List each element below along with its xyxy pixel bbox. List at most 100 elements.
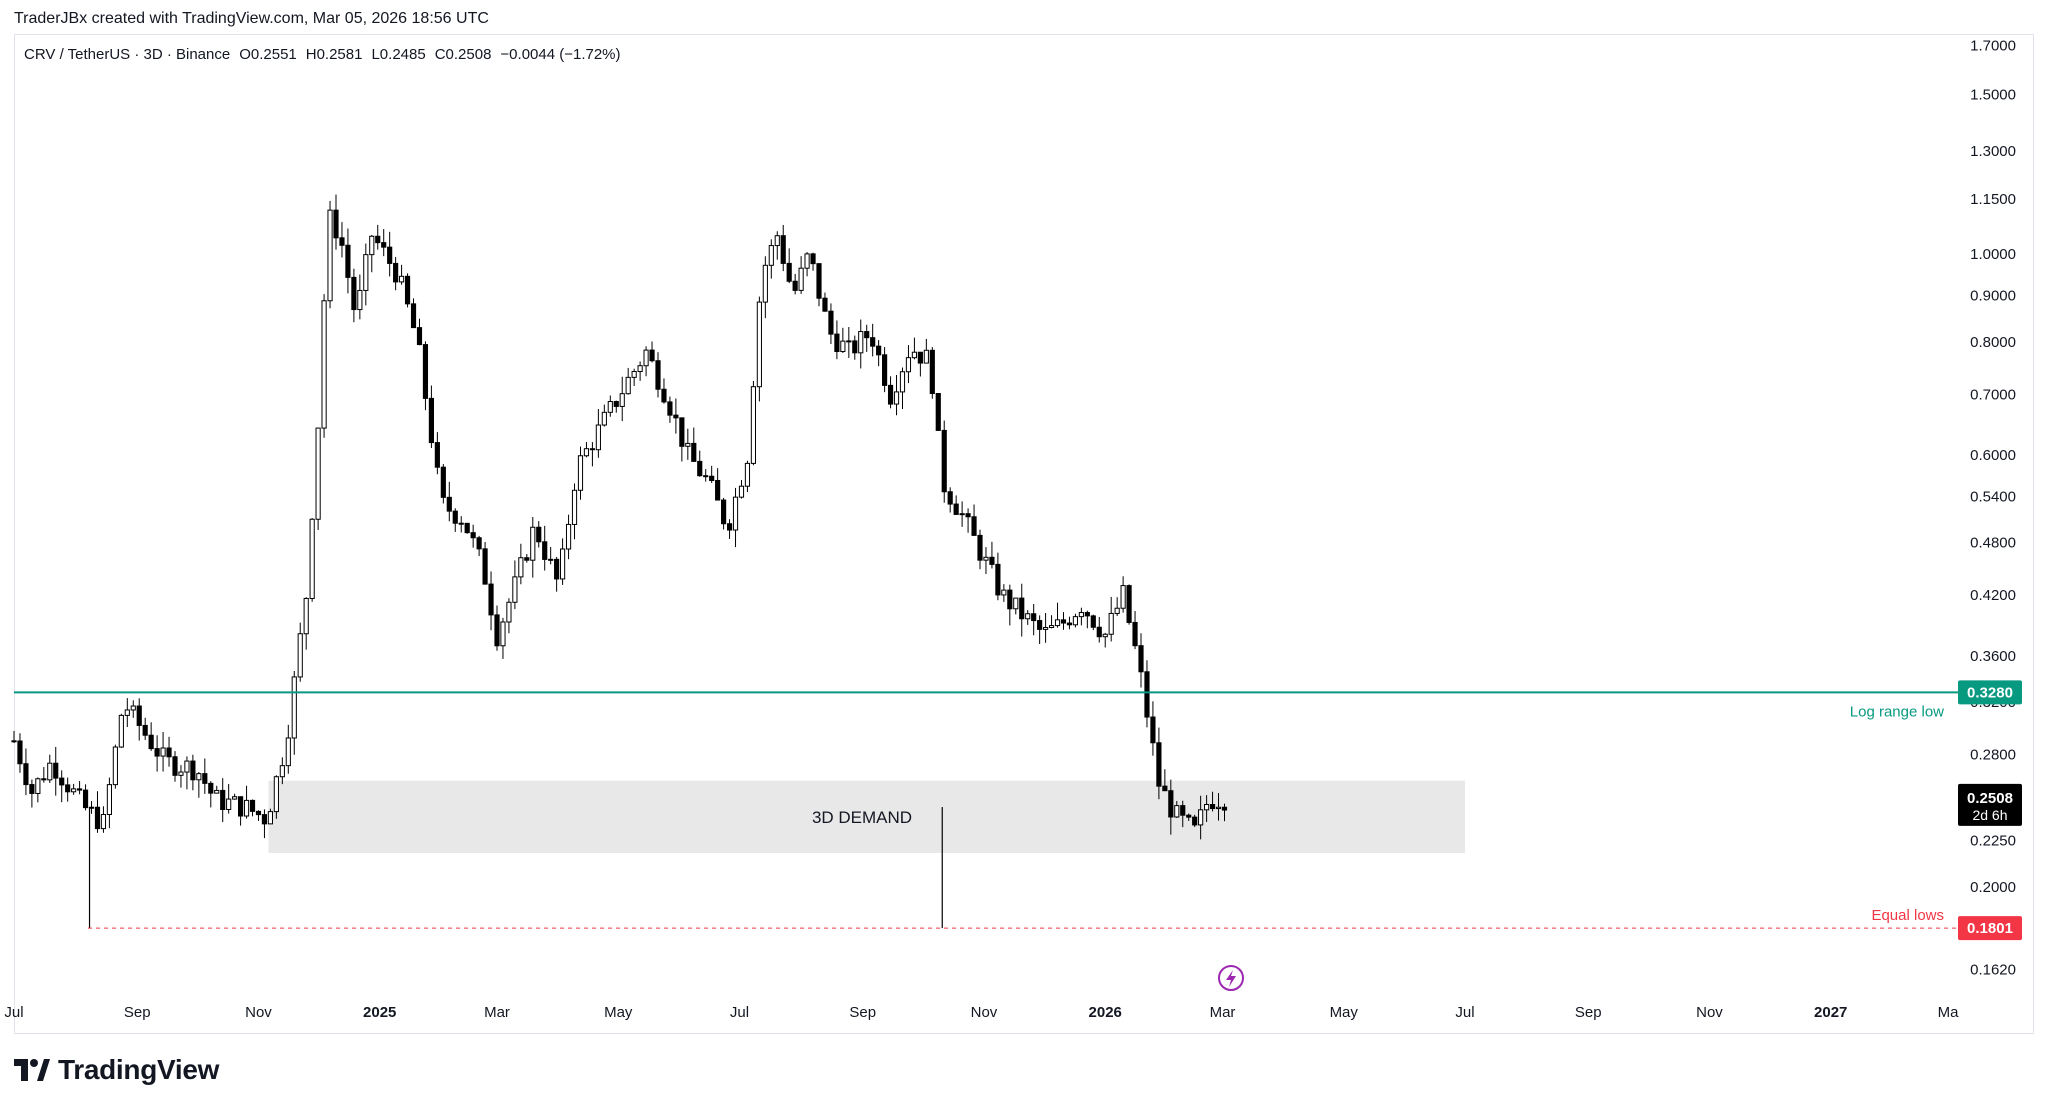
chart-frame[interactable] [14,34,2034,1034]
candle [148,722,154,751]
price-tick-label: 0.2800 [1970,747,2016,764]
candle [476,535,482,557]
candle [583,441,590,458]
candle [601,404,607,427]
candle [494,605,500,651]
candle [536,521,542,548]
candle [619,376,625,422]
price-tick-label: 1.7000 [1970,37,2016,54]
candle [1078,607,1084,626]
candle [220,778,226,823]
candle [1192,814,1198,828]
candle [548,547,554,565]
candle [1102,632,1108,648]
candle [1019,583,1025,637]
candle [792,273,798,295]
candle [703,469,709,482]
candle [118,713,124,748]
candle [732,487,739,548]
candle [482,542,488,585]
symbol-legend: CRV / TetherUS · 3D · Binance O0.2551 H0.2… [24,46,630,63]
candle [774,231,780,260]
demand-zone-layer: 3D DEMAND [268,780,1465,853]
price-axis[interactable]: 1.7000 1.5000 1.3000 1.1500 1.0000 0.9000 0.80… [1970,37,2016,978]
price-tick-label: 0.2250 [1970,833,2016,850]
candle [846,327,852,358]
candle [1048,615,1055,629]
time-tick-label: 2027 [1814,1004,1847,1021]
candle [786,248,792,284]
ohlc-change: −0.0044 (−1.72%) [500,46,621,63]
candle [637,361,643,381]
tradingview-logo[interactable]: TradingView [14,1054,219,1086]
candle [679,417,685,462]
time-tick-label: Nov [245,1004,272,1021]
candle [375,224,381,250]
candle [899,367,906,410]
candle [202,758,208,794]
candle [243,785,250,819]
candle [1174,800,1180,819]
candle [655,352,661,398]
candle [238,796,244,826]
candle [893,374,900,416]
candle [345,228,351,294]
symbol-title[interactable]: CRV / TetherUS · 3D · Binance [24,46,231,63]
ohlc-low: L0.2485 [371,46,426,63]
candle [929,347,935,399]
candle [1007,584,1013,626]
candle [214,785,220,794]
candle [822,292,828,312]
candle [196,772,202,798]
candle [500,617,506,659]
candle [780,224,786,272]
candle [29,779,35,808]
candle [53,746,59,796]
candle [65,777,71,802]
tradingview-logo-text: TradingView [58,1054,220,1085]
candle [947,487,953,513]
time-axis[interactable]: Jul Sep Nov 2025 Mar May Jul Sep Nov 2026 Mar May Ju… [4,1004,1959,1021]
candle [488,571,494,631]
candle [1066,616,1073,630]
candle [721,497,727,530]
candle [369,234,375,273]
price-tick-label: 0.1620 [1970,962,2016,979]
candle [750,380,756,466]
price-tick-label: 0.2000 [1970,879,2016,896]
time-tick-label: Sep [124,1004,151,1021]
candle [416,318,423,346]
candle [1013,597,1019,615]
candle [768,239,774,279]
candle [393,256,399,291]
last-price-value: 0.2508 [1967,790,2013,807]
time-tick-label: Jul [730,1004,749,1021]
candle [1180,800,1186,828]
candle [691,427,697,462]
candle [631,368,637,387]
candle [661,378,667,404]
candle [297,622,303,682]
candle [339,222,345,258]
last-price-tag: 0.2508 2d 6h [1958,783,2022,826]
price-tick-label: 1.5000 [1970,87,2016,104]
candle [255,810,262,821]
time-tick-label: Jul [4,1004,23,1021]
time-tick-label: Nov [1696,1004,1723,1021]
candle [595,409,601,458]
bar-countdown: 2d 6h [1972,807,2007,823]
ohlc-close: C0.2508 [434,46,492,63]
candle [160,731,166,772]
candle [923,338,929,364]
demand-zone[interactable] [268,780,1465,853]
candle [106,777,112,829]
candle [77,781,83,795]
candle [410,298,417,329]
lightning-icon[interactable] [1218,965,1244,991]
candle [464,522,470,534]
candle [71,783,77,795]
candle [1198,795,1204,840]
candle [285,724,291,774]
candle [94,791,101,833]
